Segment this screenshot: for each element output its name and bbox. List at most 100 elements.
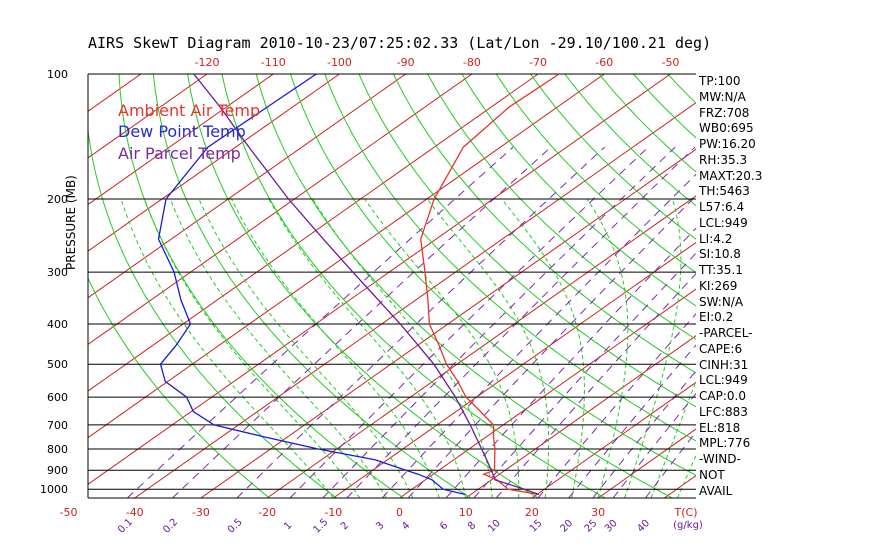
index-item: -WIND-	[699, 452, 741, 466]
index-item: MPL:776	[699, 436, 751, 451]
isotherm-line	[0, 74, 75, 498]
pressure-tick-label: 300	[47, 266, 68, 279]
moist-adiabat-line	[169, 198, 387, 498]
bottom-temp-tick-label: -50	[60, 506, 78, 519]
index-item: TT:35.1	[699, 263, 743, 277]
legend-parcel-temp: Air Parcel Temp	[118, 144, 241, 163]
dry-adiabat-line	[88, 125, 337, 498]
pressure-tick-label: 900	[47, 464, 68, 477]
mixing-ratio-tick-label: 25	[583, 518, 600, 535]
moist-adiabat-line	[198, 198, 414, 498]
isotherm-line	[88, 74, 406, 299]
chart-title: AIRS SkewT Diagram 2010-10-23/07:25:02.3…	[88, 34, 712, 52]
mixing-ratio-tick-label: 6	[438, 520, 450, 532]
moist-adiabat-line	[364, 198, 520, 498]
index-item: CINH:31	[699, 357, 749, 372]
index-item: SW:N/A	[699, 294, 744, 309]
isotherm-line	[88, 74, 208, 159]
index-item: MAXT:20.3	[699, 168, 763, 183]
dry-adiabat-line	[427, 74, 696, 340]
index-item: EL:818	[699, 420, 741, 435]
isotherm-line	[88, 74, 539, 392]
isotherm-line	[88, 74, 340, 252]
index-item: LFC:883	[699, 404, 748, 419]
isotherm-line	[266, 195, 696, 498]
moist-adiabat-line	[677, 454, 696, 498]
mixing-ratio-tick-label: 30	[603, 518, 620, 535]
top-temp-tick-label: -120	[195, 56, 220, 69]
bottom-temp-axis-label: T(C)	[674, 506, 698, 519]
mixing-ratio-tick-label: 10	[486, 518, 503, 535]
dry-adiabat-line	[221, 74, 606, 498]
dry-adiabat-line	[290, 74, 696, 476]
bottom-temp-tick-label: 0	[396, 506, 403, 519]
moist-adiabat-line	[586, 198, 629, 498]
top-temp-tick-label: -80	[463, 56, 481, 69]
dry-adiabat-line	[495, 74, 696, 274]
dry-adiabat-line	[805, 74, 870, 498]
bottom-temp-tick-label: 10	[459, 506, 473, 519]
dry-adiabat-line	[839, 74, 870, 498]
mixing-ratio-tick-label: 15	[528, 518, 545, 535]
moist-adiabat-line	[231, 198, 440, 498]
legend-dew-point: Dew Point Temp	[118, 122, 246, 141]
mixing-ratio-tick-label: 0.1	[116, 517, 135, 536]
index-item: -PARCEL-	[699, 326, 753, 340]
isotherm-line	[0, 74, 9, 498]
pressure-tick-label: 800	[47, 443, 68, 456]
bottom-temp-tick-label: -20	[258, 506, 276, 519]
bottom-temp-tick-label: 30	[591, 506, 605, 519]
mixing-ratio-tick-label: 3	[374, 520, 386, 532]
index-item: CAP:0.0	[699, 389, 746, 403]
index-item: NOT	[699, 467, 725, 482]
mixing-ratio-line	[537, 313, 696, 498]
index-item: WB0:695	[699, 121, 754, 136]
mixing-ratio-tick-label: 4	[400, 520, 412, 532]
bottom-temp-tick-label: -40	[126, 506, 144, 519]
mixing-ratio-line	[645, 431, 696, 498]
isotherm-line	[88, 74, 671, 485]
index-item: LCL:949	[699, 215, 748, 230]
dry-adiabat-line	[736, 74, 870, 498]
dry-adiabat-line	[255, 74, 673, 498]
mixing-ratio-axis-label: (g/kg)	[673, 520, 703, 531]
dry-adiabat-line	[461, 74, 696, 307]
index-item: FRZ:708	[699, 105, 750, 120]
index-item: RH:35.3	[699, 152, 748, 167]
dry-adiabat-line	[667, 74, 696, 104]
index-item: KI:269	[699, 278, 738, 293]
dry-adiabat-line	[152, 74, 472, 498]
dry-adiabat-line	[392, 74, 696, 374]
isotherm-line	[134, 102, 696, 498]
isobar-lines	[87, 73, 696, 499]
pressure-tick-label: 1000	[40, 483, 68, 496]
isotherm-line	[88, 74, 473, 345]
index-item: AVAIL	[699, 483, 733, 498]
isotherm-line	[88, 74, 274, 206]
mixing-ratio-tick-label: 0.5	[226, 517, 245, 536]
index-item: MW:N/A	[699, 89, 746, 104]
moist-adiabat-line	[312, 198, 493, 498]
dry-adiabat-line	[88, 276, 270, 498]
top-temp-tick-label: -50	[661, 56, 679, 69]
mixing-ratio-tick-label: 2	[339, 520, 351, 532]
isotherm-line	[333, 241, 696, 498]
index-item: EI:0.2	[699, 310, 734, 325]
top-temp-tick-label: -90	[397, 56, 415, 69]
top-temp-tick-label: -110	[261, 56, 286, 69]
mixing-ratio-tick-label: 1.5	[311, 517, 330, 536]
top-temp-tick-label: -60	[595, 56, 613, 69]
mixing-ratio-tick-label: 0.2	[161, 517, 180, 536]
pressure-tick-label: 500	[47, 358, 68, 371]
isotherm-line	[399, 288, 696, 498]
mixing-ratio-line	[289, 146, 649, 498]
temperature-profile-line	[420, 74, 560, 496]
mixing-ratio-line	[322, 146, 676, 498]
mixing-ratio-tick-label: 20	[558, 518, 575, 535]
dry-adiabat-line	[358, 74, 696, 408]
index-item: LCL:949	[699, 373, 748, 388]
index-item: CAPE:6	[699, 341, 743, 356]
dry-adiabat-line	[771, 74, 870, 498]
mixing-ratio-line	[407, 195, 696, 498]
